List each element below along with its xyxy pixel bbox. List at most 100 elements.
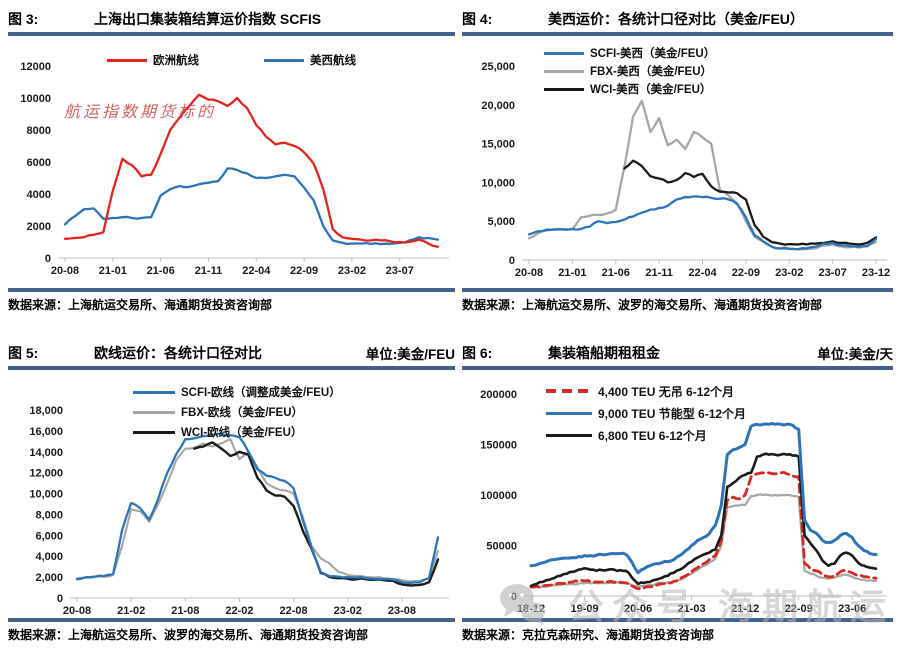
figure-6-panel: 图 6: 集装箱船期租租金 单位:美金/天 0 50000 100000 150000… [462,340,893,646]
figure-5-titlebar: 图 5: 欧线运价：各统计口径对比 单位:美金/FEU [8,340,455,366]
y-axis-label: 6,000 [35,530,63,542]
y-axis-label: 10,000 [481,177,515,189]
x-axis-label: 21-01 [99,265,127,277]
scfis-line-chart: 0 2000 4000 6000 8000 10000 12000 20-08 21-01 21-… [20,61,449,277]
divider-bar [8,618,455,622]
series-line-WCI-欧线（美金/FEU） [193,441,440,587]
figure-6-titlebar: 图 6: 集装箱船期租租金 单位:美金/天 [462,340,893,366]
series-line-WCI-美西（美金/FEU） [623,159,878,246]
y-axis-label: 14,000 [29,447,63,459]
y-axis-label: 10,000 [29,489,63,501]
divider-bar [462,366,893,370]
divider-bar [462,288,893,292]
series-line-FBX-美西（美金/FEU） [527,99,878,251]
x-axis-label: 23-07 [819,267,847,279]
x-axis-label: 23-02 [338,265,366,277]
figure-4-label: 图 4: [462,11,493,27]
x-axis-label: 20-06 [624,603,652,615]
x-axis-label: 21-03 [678,603,706,615]
y-axis-label: 2000 [27,221,51,233]
x-axis-label: 20-08 [515,267,543,279]
x-axis-label: 21-01 [558,267,586,279]
x-axis-label: 21-06 [602,267,630,279]
figure-6-source: 数据来源：克拉克森研究、海通期货投资咨询部 [462,627,715,642]
y-axis-label: 25,000 [481,61,515,73]
europe-rates-line-chart: 0 2,000 4,000 6,000 8,000 10,000 12,000 14,000 1… [29,405,449,617]
y-axis-label: 12,000 [29,468,63,480]
y-axis-label: 150000 [480,440,517,452]
divider-bar [8,288,455,292]
series-line-SCFI-欧线（调整成美金/FEU） [75,432,440,585]
y-axis-label: 15,000 [481,139,515,151]
y-axis-label: 6000 [27,157,51,169]
y-axis-label: 50000 [486,541,517,553]
series-line-FBX-欧线（美金/FEU） [75,438,440,583]
figure-5-label: 图 5: [8,345,39,361]
x-axis-label: 22-09 [732,267,760,279]
figure-5-source: 数据来源：上海航运交易所、波罗的海交易所、海通期货投资咨询部 [8,627,369,642]
x-axis-label: 21-11 [195,265,223,277]
y-axis-label: 8,000 [35,509,63,521]
x-axis-label: 23-07 [386,265,414,277]
y-axis-label: 0 [45,253,51,265]
us-west-rates-line-chart: 0 5,000 10,000 15,000 20,000 25,000 20-08 21-01… [481,61,890,279]
y-axis-label: 5,000 [487,216,515,228]
figure-5-title: 欧线运价：各统计口径对比 [94,345,262,361]
x-axis-label: 22-09 [785,603,813,615]
figure-3-titlebar: 图 3: 上海出口集装箱结算运价指数 SCFIS [8,6,455,32]
x-axis-label: 23-02 [334,605,362,617]
divider-bar [462,618,893,622]
y-axis-label: 200000 [480,389,517,401]
divider-bar [462,32,893,36]
divider-bar [8,32,455,36]
y-axis-label: 20,000 [481,100,515,112]
figure-5-panel: 图 5: 欧线运价：各统计口径对比 单位:美金/FEU 0 2,000 4,000 6… [8,340,455,646]
y-axis-label: 2,000 [35,572,63,584]
y-axis-label: 4,000 [35,551,63,563]
figure-3-chart-area: 0 2000 4000 6000 8000 10000 12000 20-08 21-01 21-… [8,36,455,288]
x-axis-label: 21-12 [731,603,759,615]
figure-6-label: 图 6: [462,345,493,361]
figure-4-titlebar: 图 4: 美西运价：各统计口径对比（美金/FEU） [462,6,893,32]
figure-6-title: 集装箱船期租租金 [548,345,660,361]
x-axis-label: 20-08 [51,265,79,277]
x-axis-label: 22-04 [688,267,717,279]
y-axis-label: 100000 [480,490,517,502]
y-axis-label: 12000 [20,61,51,73]
x-axis-label: 22-09 [290,265,318,277]
figure-3-panel: 图 3: 上海出口集装箱结算运价指数 SCFIS 0 2000 4000 6000 80… [8,6,455,316]
series-line-SCFI-美西（美金/FEU） [527,195,878,251]
figure-5-unit: 单位:美金/FEU [365,347,455,362]
divider-bar [8,366,455,370]
charter-rates-line-chart: 0 50000 100000 150000 200000 18-12 19-09 20-06 2… [480,389,887,615]
x-axis-label: 19-09 [570,603,598,615]
series-line-unlabeled [529,493,878,589]
x-axis-label: 22-02 [225,605,253,617]
y-axis-label: 4000 [27,189,51,201]
y-axis-label: 0 [511,591,517,603]
figure-4-chart-area: 0 5,000 10,000 15,000 20,000 25,000 20-08 21-01… [462,36,893,288]
y-axis-label: 16,000 [29,426,63,438]
series-line-美西航线 [63,167,440,246]
series-line-9,000 TEU 节能型 6-12个月 [529,422,878,575]
y-axis-label: 18,000 [29,405,63,417]
series-line-欧洲航线 [63,93,440,248]
y-axis-label: 0 [57,593,63,605]
x-axis-label: 22-04 [242,265,271,277]
figure-4-title: 美西运价：各统计口径对比（美金/FEU） [548,11,804,27]
figure-5-chart-area: 0 2,000 4,000 6,000 8,000 10,000 12,000 14,000 1… [8,370,455,618]
x-axis-label: 23-12 [862,267,890,279]
figure-3-label: 图 3: [8,11,39,27]
figure-3-source: 数据来源：上海航运交易所、海通期货投资咨询部 [8,297,273,312]
figure-4-source: 数据来源：上海航运交易所、波罗的海交易所、海通期货投资咨询部 [462,297,823,312]
y-axis-label: 0 [509,255,515,267]
y-axis-label: 10000 [20,93,51,105]
figure-3-title: 上海出口集装箱结算运价指数 SCFIS [94,11,322,27]
x-axis-label: 21-02 [117,605,145,617]
x-axis-label: 23-06 [838,603,866,615]
y-axis-label: 8000 [27,125,51,137]
x-axis-label: 21-11 [645,267,673,279]
figure-6-chart-area: 0 50000 100000 150000 200000 18-12 19-09 20-06 2… [462,370,893,627]
figure-4-panel: 图 4: 美西运价：各统计口径对比（美金/FEU） 0 5,000 10,000 15… [462,6,893,316]
